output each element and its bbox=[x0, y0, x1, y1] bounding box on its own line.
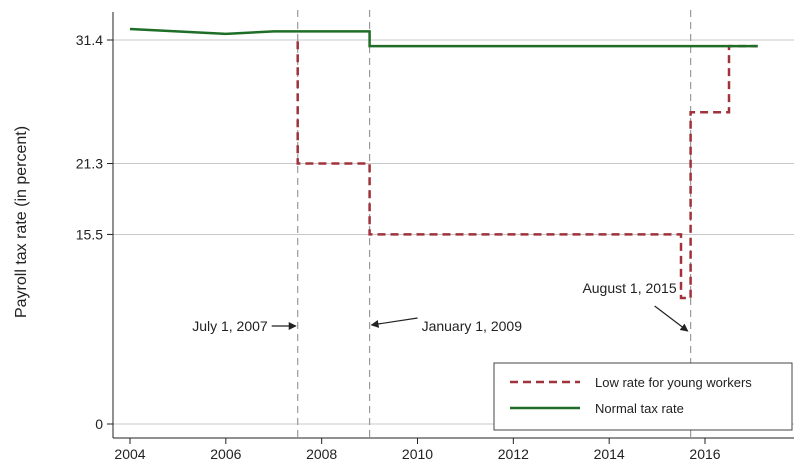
axes: 0 15.5 21.3 31.4 2004 2006 2008 2010 2012 2014 201… bbox=[76, 12, 794, 462]
series-line bbox=[296, 41, 758, 300]
y-tick-label: 31.4 bbox=[76, 32, 103, 48]
legend-box bbox=[493, 362, 793, 431]
annotation-arrow bbox=[654, 305, 689, 332]
annotation-label: January 1, 2009 bbox=[422, 318, 523, 334]
annotations: July 1, 2007 January 1, 2009 August 1, 201… bbox=[192, 280, 689, 334]
y-tick-label: 21.3 bbox=[76, 156, 103, 172]
annotation-label: August 1, 2015 bbox=[582, 280, 676, 296]
legend-label: Low rate for young workers bbox=[595, 375, 752, 390]
annotation-label: July 1, 2007 bbox=[192, 318, 268, 334]
y-tick-label: 15.5 bbox=[76, 226, 103, 242]
x-tick-label: 2008 bbox=[306, 446, 337, 462]
x-tick-label: 2006 bbox=[210, 446, 241, 462]
series-layer bbox=[129, 27, 758, 300]
y-axis-title: Payroll tax rate (in percent) bbox=[13, 126, 30, 318]
x-tick-label: 2016 bbox=[689, 446, 720, 462]
annotation-arrow bbox=[370, 317, 418, 328]
x-tick-label: 2012 bbox=[498, 446, 529, 462]
x-tick-label: 2004 bbox=[114, 446, 145, 462]
x-tick-label: 2014 bbox=[594, 446, 625, 462]
series-line bbox=[129, 27, 758, 48]
legend-label: Normal tax rate bbox=[595, 401, 684, 416]
legend: Low rate for young workers Normal tax rat… bbox=[493, 362, 793, 431]
x-tick-label: 2010 bbox=[402, 446, 433, 462]
y-tick-label: 0 bbox=[95, 416, 103, 432]
